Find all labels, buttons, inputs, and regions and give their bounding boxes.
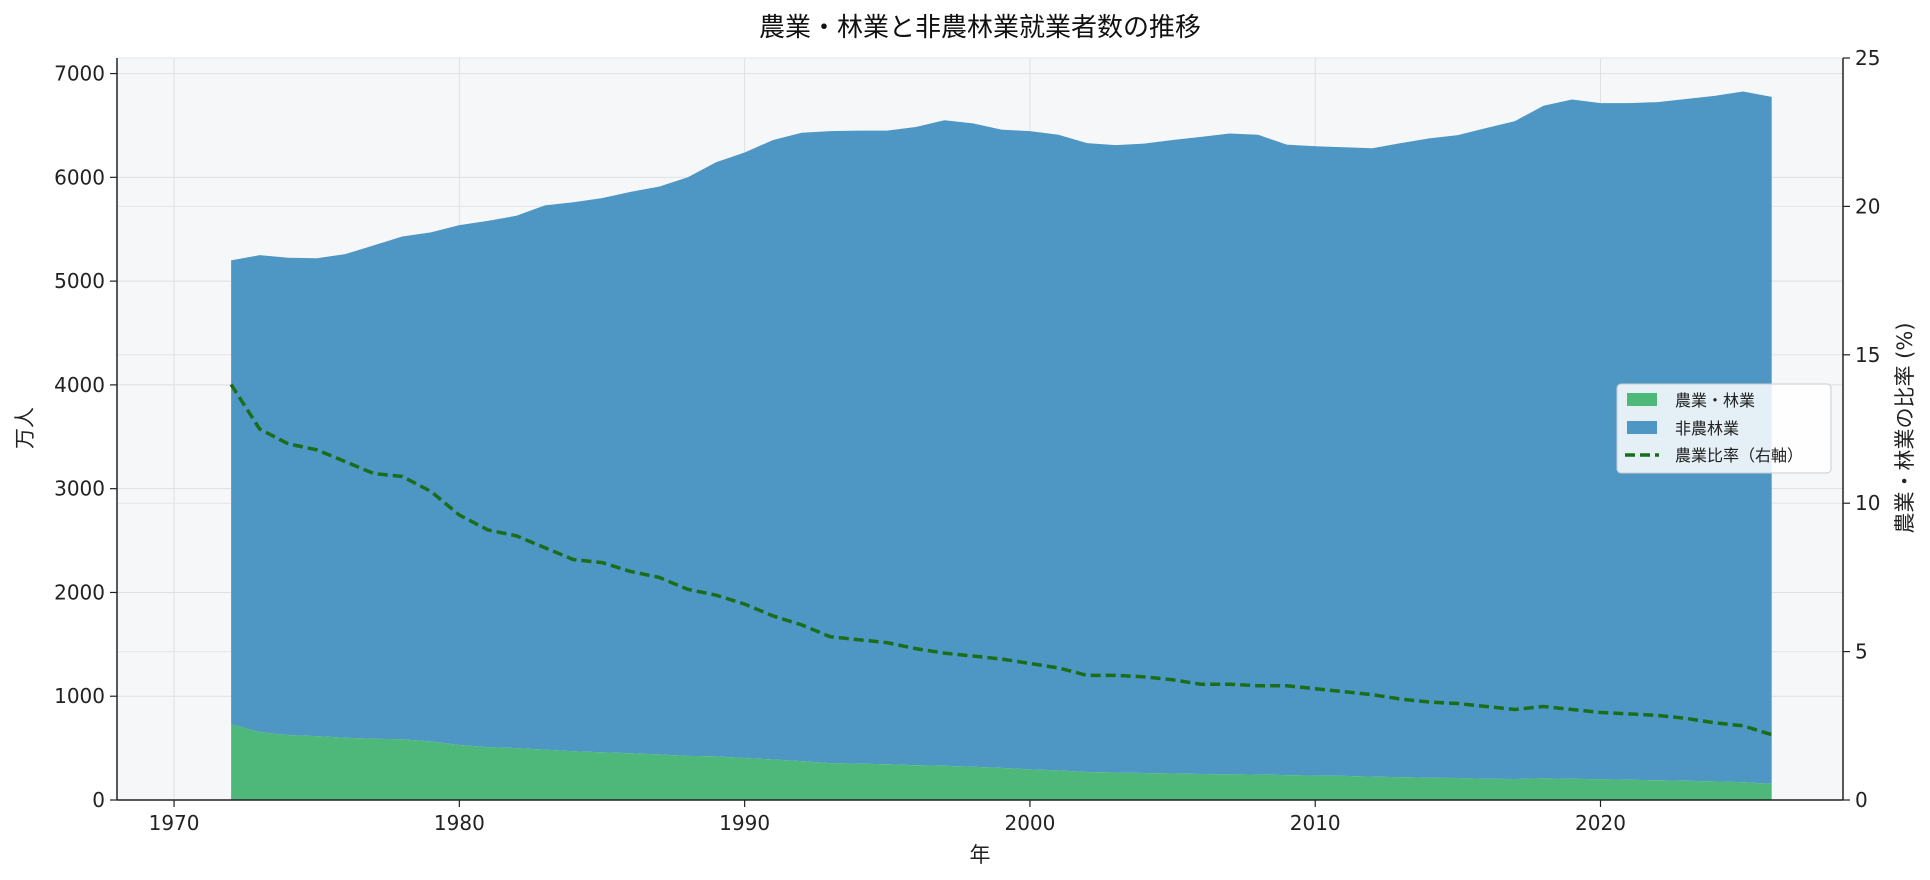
y-tick-label: 2000: [54, 580, 105, 604]
legend-swatch-nonagriculture: [1627, 421, 1657, 434]
x-tick-label: 1980: [434, 811, 485, 835]
y2-tick-label: 0: [1855, 788, 1868, 812]
chart-title: 農業・林業と非農林業就業者数の推移: [759, 13, 1201, 43]
y-tick-label: 1000: [54, 684, 105, 708]
x-tick-label: 2010: [1290, 811, 1341, 835]
areas: [231, 91, 1772, 800]
y2-axis-label: 農業・林業の比率 (%): [1893, 322, 1917, 533]
legend: 農業・林業 非農林業 農業比率（右軸）: [1616, 383, 1832, 474]
x-tick-label: 2020: [1575, 811, 1626, 835]
y-axis-label: 万人: [13, 407, 37, 449]
y-tick-label: 7000: [54, 62, 105, 86]
axes: [116, 58, 1844, 801]
y2-tick-label: 25: [1855, 46, 1880, 70]
legend-swatch-agriculture: [1627, 393, 1657, 406]
x-axis-label: 年: [970, 843, 991, 867]
y-tick-label: 3000: [54, 477, 105, 501]
legend-label-nonagriculture: 非農林業: [1675, 419, 1739, 438]
y2-tick-label: 10: [1855, 491, 1880, 515]
y-tick-label: 0: [92, 788, 105, 812]
y2-tick-label: 5: [1855, 640, 1868, 664]
y2-tick-label: 20: [1855, 194, 1880, 218]
y-tick-label: 5000: [54, 269, 105, 293]
area-agriculture: [231, 724, 1772, 800]
ratio-line-layer: [229, 383, 1773, 737]
x-tick-label: 2000: [1004, 811, 1055, 835]
y-tick-label: 4000: [54, 373, 105, 397]
area-nonagriculture: [231, 91, 1772, 784]
x-tick-label: 1970: [149, 811, 200, 835]
legend-label-agriculture: 農業・林業: [1675, 391, 1755, 410]
y2-tick-label: 15: [1855, 343, 1880, 367]
legend-box: [1616, 383, 1832, 474]
y-ticks-right: 0 5 10 15 20 25: [1843, 46, 1880, 812]
ratio-line: [229, 383, 1773, 737]
legend-label-ratio: 農業比率（右軸）: [1675, 446, 1803, 465]
y-tick-label: 6000: [54, 165, 105, 189]
x-tick-label: 1990: [719, 811, 770, 835]
y-ticks-left: 0 1000 2000 3000 4000 5000 6000 7000: [54, 62, 117, 812]
x-ticks: 1970 1980 1990 2000 2010 2020: [149, 800, 1626, 835]
